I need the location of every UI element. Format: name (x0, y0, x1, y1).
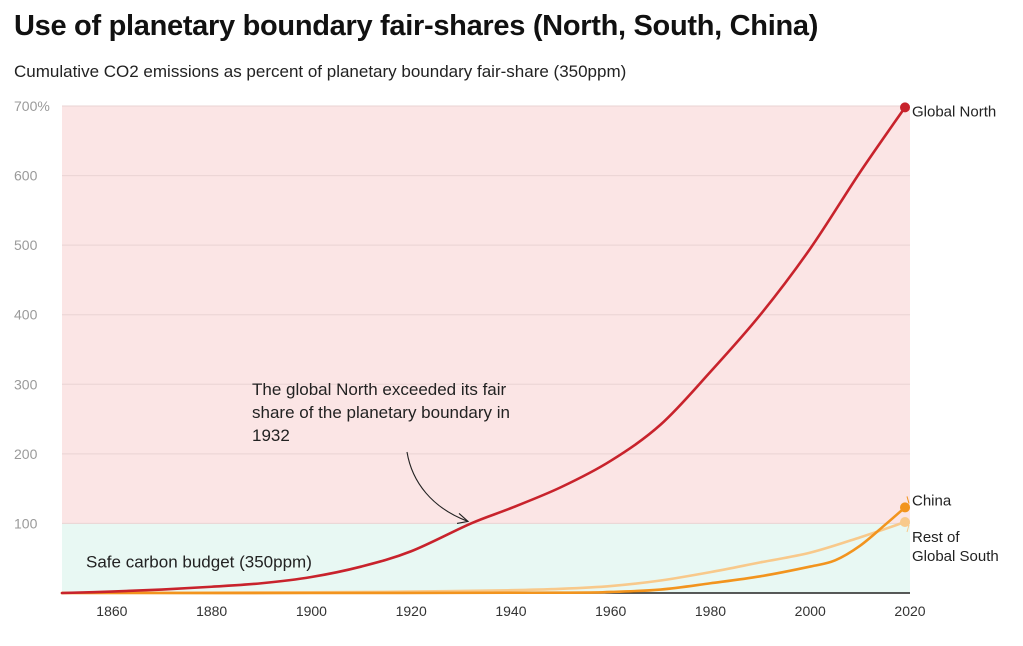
y-tick-label: 500 (14, 237, 38, 253)
annotation-arrow (406, 451, 469, 522)
x-tick-label: 1880 (196, 603, 227, 619)
x-tick-label: 2020 (894, 603, 925, 619)
china-label-leader (906, 496, 910, 504)
x-tick-label: 1960 (595, 603, 626, 619)
series-label-china: China (912, 492, 952, 509)
chart-title: Use of planetary boundary fair-shares (N… (14, 10, 819, 42)
series-line-china (60, 506, 907, 595)
series-end-marker-china (900, 502, 911, 513)
series-label-global-north: Global North (912, 103, 996, 120)
series-line-global-north (60, 106, 907, 595)
series-end-marker-rest-of-global-south (900, 517, 911, 528)
safe-budget-label: Safe carbon budget (350ppm) (86, 553, 312, 572)
x-tick-label: 1920 (396, 603, 427, 619)
annotation-arrowhead (456, 513, 470, 524)
x-tick-label: 1980 (695, 603, 726, 619)
series-end-marker-global-north (900, 102, 911, 113)
rest-of-south-label-leader (906, 524, 910, 533)
annotation-text: The global North exceeded its fair share … (252, 380, 510, 445)
y-tick-label: 700% (14, 98, 50, 114)
y-tick-label: 300 (14, 376, 38, 392)
series-label-rest-of-global-south: Rest of Global South (912, 529, 999, 565)
x-tick-label: 2000 (795, 603, 826, 619)
y-tick-label: 400 (14, 307, 38, 323)
x-tick-label: 1860 (96, 603, 127, 619)
safe-budget-zone (62, 523, 910, 593)
y-tick-label: 100 (14, 515, 38, 531)
x-tick-label: 1940 (495, 603, 526, 619)
y-tick-label: 200 (14, 446, 38, 462)
y-tick-label: 600 (14, 168, 38, 184)
chart-subtitle: Cumulative CO2 emissions as percent of p… (14, 62, 627, 81)
x-tick-label: 1900 (296, 603, 327, 619)
